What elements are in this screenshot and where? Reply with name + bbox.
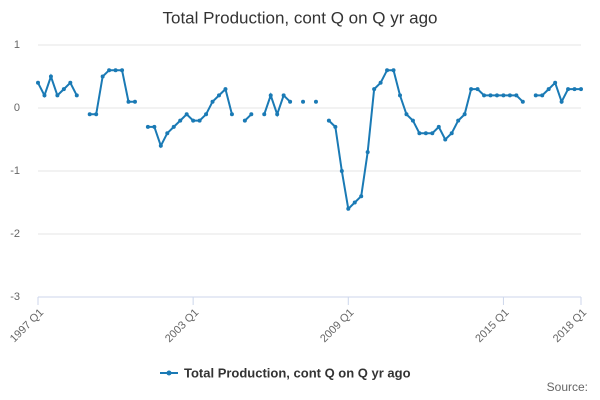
point: [74, 93, 79, 98]
point: [42, 93, 47, 98]
x-tick-label: 1997 Q1: [8, 307, 46, 345]
point: [553, 80, 558, 85]
x-tick-label: 2009 Q1: [318, 307, 356, 345]
point: [410, 118, 415, 123]
point: [223, 87, 228, 92]
point: [113, 68, 118, 73]
point: [430, 131, 435, 136]
point: [372, 87, 377, 92]
point: [48, 74, 53, 79]
point: [288, 99, 293, 104]
point: [94, 112, 99, 117]
point: [120, 68, 125, 73]
source: Source:: [547, 380, 588, 394]
point: [171, 124, 176, 129]
point: [301, 99, 306, 104]
point: [152, 124, 157, 129]
y-tick-label: 1: [14, 39, 20, 51]
point: [462, 112, 467, 117]
point: [533, 93, 538, 98]
point: [268, 93, 273, 98]
y-tick-label: -1: [10, 165, 20, 177]
point: [262, 112, 267, 117]
point: [546, 87, 551, 92]
point: [132, 99, 137, 104]
point: [482, 93, 487, 98]
point: [126, 99, 131, 104]
point: [449, 131, 454, 136]
point: [229, 112, 234, 117]
y-tick-label: -2: [10, 228, 20, 240]
point: [145, 124, 150, 129]
point: [326, 118, 331, 123]
point: [507, 93, 512, 98]
point: [184, 112, 189, 117]
point: [242, 118, 247, 123]
point: [165, 131, 170, 136]
point: [313, 99, 318, 104]
series-line: [37, 69, 581, 211]
point: [456, 118, 461, 123]
point: [436, 124, 441, 129]
point: [55, 93, 60, 98]
point: [100, 74, 105, 79]
point: [275, 112, 280, 117]
point: [385, 68, 390, 73]
point: [249, 112, 254, 117]
point: [475, 87, 480, 92]
point: [359, 194, 364, 199]
point: [365, 150, 370, 155]
point: [197, 118, 202, 123]
x-tick-label: 2018 Q1: [551, 307, 589, 345]
point: [281, 93, 286, 98]
y-tick-label: -3: [10, 291, 20, 303]
legend-label: Total Production, cont Q on Q yr ago: [184, 365, 411, 380]
point: [494, 93, 499, 98]
point: [391, 68, 396, 73]
point: [204, 112, 209, 117]
point: [339, 169, 344, 173]
point: [61, 87, 66, 92]
chart-title: Total Production, cont Q on Q yr ago: [163, 8, 438, 27]
point: [501, 93, 506, 98]
y-tick-label: 0: [14, 102, 20, 114]
point: [514, 93, 519, 98]
point: [469, 87, 474, 92]
point: [417, 131, 422, 136]
x-tick-label: 2015 Q1: [473, 307, 511, 345]
point: [217, 93, 221, 98]
point: [398, 93, 402, 98]
point: [579, 87, 583, 92]
point: [378, 80, 383, 85]
x-tick-label: 2003 Q1: [163, 307, 201, 345]
point: [540, 93, 545, 98]
point: [210, 99, 215, 104]
point: [158, 143, 163, 148]
point: [36, 80, 40, 85]
point: [191, 118, 196, 123]
point: [68, 80, 73, 85]
point: [488, 93, 493, 98]
point: [404, 112, 409, 117]
point: [520, 99, 525, 104]
point: [107, 68, 112, 73]
point: [559, 99, 564, 104]
point: [572, 87, 577, 92]
point: [178, 118, 183, 123]
point: [333, 124, 338, 129]
point: [87, 112, 92, 117]
point: [423, 131, 428, 136]
point: [566, 87, 571, 92]
point: [443, 137, 448, 142]
point: [346, 206, 351, 211]
point: [352, 200, 357, 205]
legend-symbol-dot: [166, 370, 172, 376]
